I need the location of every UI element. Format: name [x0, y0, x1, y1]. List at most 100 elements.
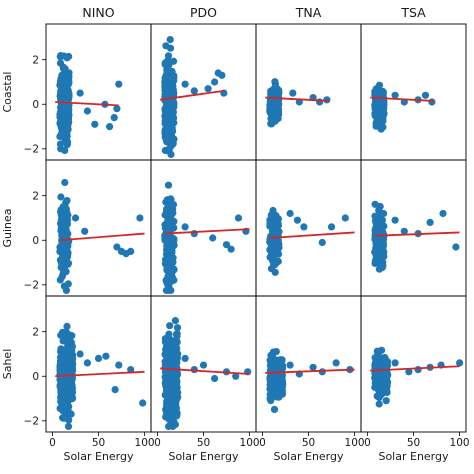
y-tick-label: −2: [24, 416, 39, 428]
y-tick-label: 2: [32, 190, 39, 202]
y-tick-label: 2: [32, 326, 39, 338]
data-point: [163, 223, 171, 231]
data-point: [391, 359, 399, 367]
data-point: [168, 67, 176, 76]
panel-sahel-pdo: [150, 295, 257, 433]
data-point: [266, 381, 274, 389]
x-tick-label: 100: [240, 437, 260, 449]
points-coastal-pdo: [161, 36, 228, 158]
data-point: [71, 214, 80, 222]
data-point: [271, 242, 279, 250]
data-point: [58, 242, 66, 250]
data-point: [341, 214, 349, 222]
data-point: [391, 216, 399, 224]
data-point: [300, 223, 308, 231]
data-point: [60, 282, 68, 290]
data-point: [270, 260, 278, 268]
data-point: [127, 366, 135, 374]
data-point: [76, 350, 84, 358]
data-point: [378, 115, 387, 123]
data-point: [63, 322, 71, 330]
data-point: [452, 243, 460, 251]
data-point: [110, 114, 118, 122]
data-point: [139, 399, 147, 407]
x-tick-label: 0: [364, 437, 371, 449]
data-point: [169, 82, 177, 90]
x-axis-label: Solar Energy: [378, 450, 449, 463]
row-label: Sahel: [1, 349, 14, 380]
data-point: [266, 253, 274, 261]
data-point: [173, 354, 181, 362]
data-point: [170, 388, 178, 396]
data-point: [332, 359, 340, 367]
panel-coastal-tsa: [360, 23, 467, 161]
data-point: [60, 347, 68, 355]
data-point: [83, 359, 91, 367]
data-point: [161, 338, 169, 346]
column-title: TNA: [295, 5, 322, 20]
panel-coastal-pdo: [150, 23, 257, 161]
data-point: [267, 211, 275, 219]
data-point: [376, 391, 384, 399]
data-point: [91, 120, 99, 128]
data-point: [76, 89, 84, 97]
data-point: [62, 358, 70, 366]
data-point: [375, 400, 383, 408]
data-point: [371, 200, 379, 208]
data-point: [382, 358, 391, 366]
data-point: [61, 102, 69, 110]
data-point: [83, 107, 91, 115]
data-point: [273, 106, 281, 114]
data-point: [164, 181, 173, 189]
data-point: [165, 354, 173, 362]
data-point: [61, 65, 69, 73]
data-point: [63, 123, 71, 131]
data-point: [61, 369, 69, 377]
points-coastal-nino: [56, 52, 123, 154]
points-guinea-tna: [266, 206, 349, 276]
data-point: [373, 365, 382, 373]
data-point: [371, 212, 379, 220]
data-point: [58, 124, 66, 132]
data-point: [170, 57, 178, 65]
data-point: [199, 361, 208, 369]
data-point: [190, 87, 198, 95]
data-point: [400, 227, 408, 235]
data-point: [65, 90, 73, 98]
data-point: [428, 98, 436, 106]
data-point: [267, 397, 275, 405]
points-guinea-tsa: [371, 200, 460, 273]
points-sahel-tsa: [371, 346, 464, 408]
data-point: [270, 405, 279, 413]
panel-guinea-nino: [45, 159, 152, 297]
data-point: [170, 135, 178, 143]
x-tick-label: 0: [49, 437, 56, 449]
data-point: [181, 223, 189, 231]
data-point: [391, 91, 399, 99]
x-tick-label: 50: [302, 437, 315, 449]
data-point: [163, 196, 172, 204]
data-point: [181, 80, 189, 88]
data-point: [372, 238, 380, 246]
data-point: [165, 393, 173, 401]
data-point: [272, 348, 280, 356]
fit-line-sahel-tsa: [370, 365, 460, 372]
fit-line-sahel-pdo: [160, 367, 250, 375]
data-point: [165, 61, 173, 69]
data-point: [61, 146, 69, 154]
data-point: [222, 241, 231, 249]
data-point: [380, 209, 388, 218]
data-point: [102, 352, 110, 360]
data-point: [379, 262, 387, 270]
column-title: NINO: [82, 5, 114, 20]
data-point: [64, 422, 73, 430]
data-point: [57, 88, 65, 96]
y-tick-label: −2: [24, 280, 39, 292]
data-point: [56, 59, 65, 67]
data-point: [162, 134, 170, 142]
data-point: [60, 254, 68, 262]
y-tick-label: −2: [24, 144, 39, 156]
data-point: [111, 386, 119, 394]
data-point: [274, 375, 282, 383]
data-point: [318, 368, 326, 376]
